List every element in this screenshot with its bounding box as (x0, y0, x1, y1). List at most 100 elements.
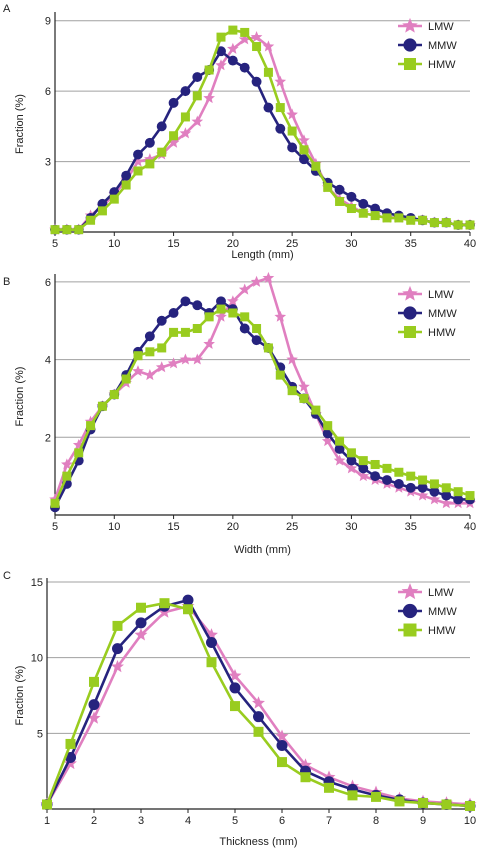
data-point (453, 487, 463, 497)
data-point (250, 275, 263, 287)
x-tick-label: 35 (405, 521, 417, 533)
data-point (136, 602, 146, 613)
data-point (65, 752, 76, 764)
x-tick-label: 4 (185, 815, 191, 827)
data-point (465, 800, 475, 811)
data-point (441, 218, 451, 228)
data-point (97, 198, 108, 209)
data-point (227, 42, 239, 54)
data-point (145, 159, 155, 169)
data-point (298, 134, 310, 146)
data-point (227, 295, 239, 307)
data-point (62, 471, 72, 481)
data-point (228, 308, 238, 318)
legend-marker (403, 38, 417, 52)
data-point (299, 145, 309, 155)
data-point (61, 458, 73, 470)
data-point (205, 628, 218, 641)
legend-item: LMW (398, 17, 454, 33)
data-point (346, 191, 357, 202)
data-point (263, 67, 273, 77)
data-point (180, 112, 190, 122)
legend-label: MMW (428, 40, 457, 52)
data-point (441, 490, 452, 501)
data-point (183, 604, 193, 615)
data-point (191, 353, 204, 365)
data-point (72, 438, 85, 451)
panel-letter: A (3, 3, 11, 15)
data-point (429, 218, 439, 228)
y-axis-label: Fraction (%) (14, 666, 26, 726)
x-tick-label: 20 (227, 238, 239, 250)
data-point (382, 475, 392, 485)
data-point (252, 324, 262, 334)
data-point (287, 142, 298, 153)
data-point (180, 296, 191, 307)
x-tick-label: 15 (167, 238, 179, 250)
data-point (429, 479, 439, 489)
data-point (216, 296, 226, 307)
series-hmw (42, 598, 475, 811)
data-point (238, 33, 251, 45)
data-point (453, 494, 464, 505)
data-point (111, 659, 124, 673)
chart-panel-c: C 5 10 15 1 2 3 4 5 6 7 8 9 10 Thickness (mm) Fraction … (3, 570, 477, 848)
data-point (134, 628, 148, 641)
y-tick-label: 6 (45, 86, 51, 98)
data-point (300, 772, 311, 783)
x-tick-label: 6 (279, 815, 285, 827)
data-point (50, 225, 60, 235)
x-tick-label: 30 (345, 521, 357, 533)
x-tick-label: 25 (286, 521, 298, 533)
data-point (74, 225, 84, 235)
y-tick-label: 9 (45, 16, 51, 28)
x-tick-label: 10 (108, 238, 120, 250)
data-point (216, 32, 226, 42)
data-point (250, 31, 263, 43)
legend-item: HMW (398, 623, 456, 637)
data-point (88, 699, 100, 711)
data-point (144, 369, 156, 381)
data-point (215, 59, 227, 71)
data-point (394, 213, 404, 223)
data-point (215, 310, 227, 322)
x-axis-label: Width (mm) (234, 544, 291, 556)
data-point (239, 323, 250, 334)
data-point (204, 65, 214, 75)
data-point (192, 300, 203, 311)
data-point (155, 361, 168, 373)
data-point (453, 220, 463, 230)
data-point (323, 182, 333, 192)
data-point (347, 790, 358, 801)
data-point (382, 463, 392, 473)
data-point (252, 42, 262, 52)
data-point (252, 696, 265, 709)
data-point (86, 215, 96, 225)
data-point (253, 711, 264, 723)
data-point (393, 478, 404, 489)
series-hmw (50, 25, 475, 235)
data-point (465, 220, 475, 230)
legend-label: LMW (428, 289, 454, 301)
data-point (144, 331, 155, 342)
data-point (168, 97, 179, 108)
data-point (156, 121, 167, 132)
data-point (109, 390, 119, 400)
data-point (169, 131, 179, 141)
y-tick-label: 15 (31, 577, 43, 589)
data-point (133, 149, 143, 160)
data-point (286, 108, 298, 120)
data-point (132, 365, 144, 377)
legend-item: MMW (398, 306, 457, 320)
legend: LMW MMW HMW (398, 285, 457, 339)
legend-item: HMW (398, 326, 456, 339)
data-point (159, 598, 170, 609)
legend-item: LMW (398, 285, 454, 301)
data-point (358, 463, 369, 474)
legend-item: MMW (398, 38, 457, 52)
data-point (418, 797, 428, 808)
data-point (121, 170, 132, 181)
data-point (274, 310, 287, 322)
data-point (203, 337, 215, 349)
data-point (253, 726, 264, 737)
